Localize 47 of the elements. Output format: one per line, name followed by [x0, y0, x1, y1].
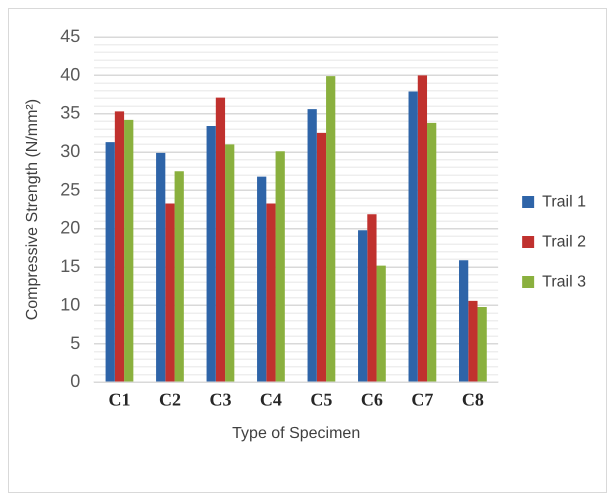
bar [408, 91, 418, 382]
bar [225, 144, 234, 382]
bar [316, 132, 326, 382]
x-axis-title: Type of Specimen [232, 424, 360, 442]
bar [206, 126, 216, 382]
bar [165, 203, 175, 382]
x-tick-label: C1 [108, 390, 130, 410]
y-tick-label: 40 [60, 64, 80, 84]
x-tick-label: C2 [158, 390, 181, 410]
legend-label: Trail 1 [542, 193, 586, 210]
y-tick-label: 30 [60, 141, 80, 162]
bar [367, 214, 377, 382]
x-tick-label: C6 [360, 390, 383, 410]
y-tick-label: 0 [70, 371, 80, 392]
bar [468, 300, 478, 382]
bar [459, 260, 468, 382]
bar [308, 109, 317, 382]
y-tick-label: 25 [60, 179, 80, 200]
bar [257, 176, 266, 382]
x-tick-label: C5 [310, 390, 332, 410]
bar [376, 266, 386, 382]
y-tick-label: 5 [70, 332, 80, 353]
bar [124, 120, 134, 382]
legend-label: Trail 3 [542, 273, 586, 290]
y-tick-label: 15 [60, 256, 80, 276]
y-tick-label: 20 [60, 218, 80, 238]
y-tick-label: 45 [60, 26, 80, 46]
bar [114, 111, 124, 382]
x-tick-label: C8 [462, 390, 484, 410]
legend-label: Trail 2 [542, 233, 586, 250]
x-tick-label: C4 [260, 390, 282, 410]
bar [216, 98, 226, 382]
bar [106, 142, 115, 382]
bar [358, 230, 368, 382]
y-tick-label: 10 [60, 294, 80, 314]
x-tick-label: C3 [209, 390, 232, 410]
bar [174, 171, 184, 382]
bar [266, 203, 276, 382]
bar [276, 151, 285, 382]
bar [418, 75, 428, 382]
y-tick-label: 35 [60, 102, 80, 123]
x-tick-label: C7 [411, 390, 434, 410]
bar [478, 307, 487, 382]
y-axis-title: Compressive Strength (N/mm²) [24, 98, 42, 320]
bar [326, 76, 336, 382]
bar [427, 122, 436, 382]
bar [156, 152, 166, 382]
